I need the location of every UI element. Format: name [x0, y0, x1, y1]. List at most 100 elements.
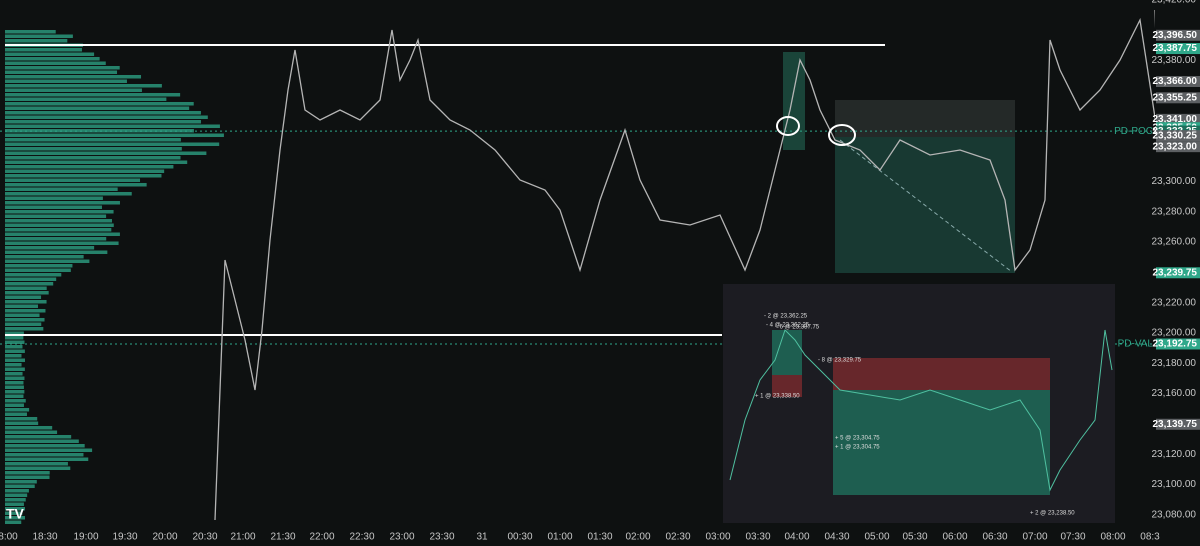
price-tick-label: 23,280.00	[1152, 206, 1197, 217]
profile-bar	[5, 502, 24, 506]
profile-bar	[5, 237, 107, 241]
profile-bar	[5, 381, 24, 385]
profile-bar	[5, 408, 30, 412]
profile-bar	[5, 448, 93, 452]
price-tick-label: 23,300.00	[1152, 176, 1197, 187]
profile-bar	[5, 507, 25, 511]
profile-bar	[5, 183, 147, 187]
price-tag-label: 23,396.50	[1153, 30, 1198, 41]
profile-bar	[5, 79, 127, 83]
profile-bar	[5, 277, 57, 281]
fill-annotation: + 1 @ 23,304.75	[835, 445, 880, 451]
price-tag-label: 23,341.00	[1153, 114, 1198, 125]
profile-bar	[5, 322, 42, 326]
price-tag-label: 23,323.00	[1153, 141, 1198, 152]
time-label: 06:00	[942, 532, 967, 543]
fill-annotation: - 6 @ 23,387.75	[776, 325, 820, 331]
fill-annotation: + 1 @ 23,338.50	[755, 394, 800, 400]
profile-bar	[5, 34, 73, 38]
profile-bar	[5, 282, 54, 286]
logo: TV	[6, 506, 25, 522]
time-label: 19:30	[112, 532, 137, 543]
profile-bar	[5, 264, 73, 268]
price-tag-label: 23,355.25	[1153, 92, 1198, 103]
fill-annotation: + 2 @ 23,238.50	[1030, 511, 1075, 517]
profile-bar	[5, 84, 162, 88]
profile-bar	[5, 466, 71, 470]
time-label: 06:30	[982, 532, 1007, 543]
profile-bar	[5, 345, 23, 349]
highlight-circle	[776, 116, 800, 136]
highlight-circle	[828, 124, 856, 146]
profile-bar	[5, 111, 201, 115]
inset-stop-box	[772, 375, 802, 397]
time-label: 18:30	[32, 532, 57, 543]
profile-bar	[5, 363, 22, 367]
profile-bar	[5, 205, 102, 209]
fill-annotation: - 4 @ 23,362.25	[766, 323, 810, 329]
profile-bar	[5, 511, 23, 515]
price-tag-label: 23,139.75	[1153, 419, 1198, 430]
time-label: 31	[476, 532, 488, 543]
profile-bar	[5, 291, 49, 295]
profile-bar	[5, 52, 95, 56]
profile-bar	[5, 30, 56, 34]
profile-bar	[5, 273, 62, 277]
level-label: PD-VAL	[1118, 339, 1154, 350]
profile-bar	[5, 39, 68, 43]
time-axis: 8:00 18:30 19:00 19:30 20:00 20:30 21:00 21:30 2…	[0, 532, 1160, 543]
price-tag	[1156, 418, 1200, 430]
price-tick-label: 23,200.00	[1152, 328, 1197, 339]
inset-screenshot	[723, 284, 1115, 523]
profile-bar	[5, 241, 119, 245]
profile-bar	[5, 475, 50, 479]
time-label: 01:30	[587, 532, 612, 543]
profile-bar	[5, 178, 141, 182]
profile-bar	[5, 516, 25, 520]
profile-bar	[5, 129, 194, 133]
fill-annotation: + 5 @ 23,304.75	[835, 436, 880, 442]
profile-bar	[5, 376, 25, 380]
profile-bar	[5, 390, 25, 394]
profile-bar	[5, 417, 38, 421]
profile-bar	[5, 318, 45, 322]
profile-bar	[5, 349, 25, 353]
profile-bar	[5, 394, 24, 398]
profile-bar	[5, 493, 28, 497]
inset-target-box	[833, 390, 1050, 495]
price-tag	[1156, 43, 1200, 55]
time-label: 08:00	[1100, 532, 1125, 543]
time-label: 05:30	[902, 532, 927, 543]
profile-bar	[5, 372, 23, 376]
profile-bar	[5, 75, 142, 79]
profile-bar	[5, 412, 27, 416]
profile-bar	[5, 147, 182, 151]
profile-bar	[5, 97, 167, 101]
profile-bar	[5, 471, 50, 475]
price-tag	[1156, 267, 1200, 279]
profile-bar	[5, 165, 174, 169]
profile-bar	[5, 354, 22, 358]
profile-bar	[5, 259, 90, 263]
profile-bar	[5, 120, 201, 124]
profile-bar	[5, 219, 113, 223]
time-label: 03:30	[745, 532, 770, 543]
profile-bar	[5, 210, 114, 214]
time-label: 08:3	[1140, 532, 1160, 543]
profile-bar	[5, 124, 220, 128]
price-tick-label: 23,420.00	[1152, 0, 1197, 5]
profile-bar	[5, 192, 132, 196]
volume-profile	[5, 30, 224, 524]
fill-annotation: - 8 @ 23,329.75	[818, 358, 862, 364]
price-tag-label: 23,192.75	[1153, 339, 1198, 350]
price-tick-label: 23,100.00	[1152, 479, 1197, 490]
price-tag-label: 23,366.00	[1153, 76, 1198, 87]
price-tag	[1156, 141, 1200, 153]
profile-bar	[5, 57, 100, 61]
profile-bar	[5, 462, 68, 466]
profile-bar	[5, 255, 84, 259]
profile-bar	[5, 156, 181, 160]
profile-bar	[5, 439, 79, 443]
time-label: 05:00	[864, 532, 889, 543]
profile-bar	[5, 246, 95, 250]
